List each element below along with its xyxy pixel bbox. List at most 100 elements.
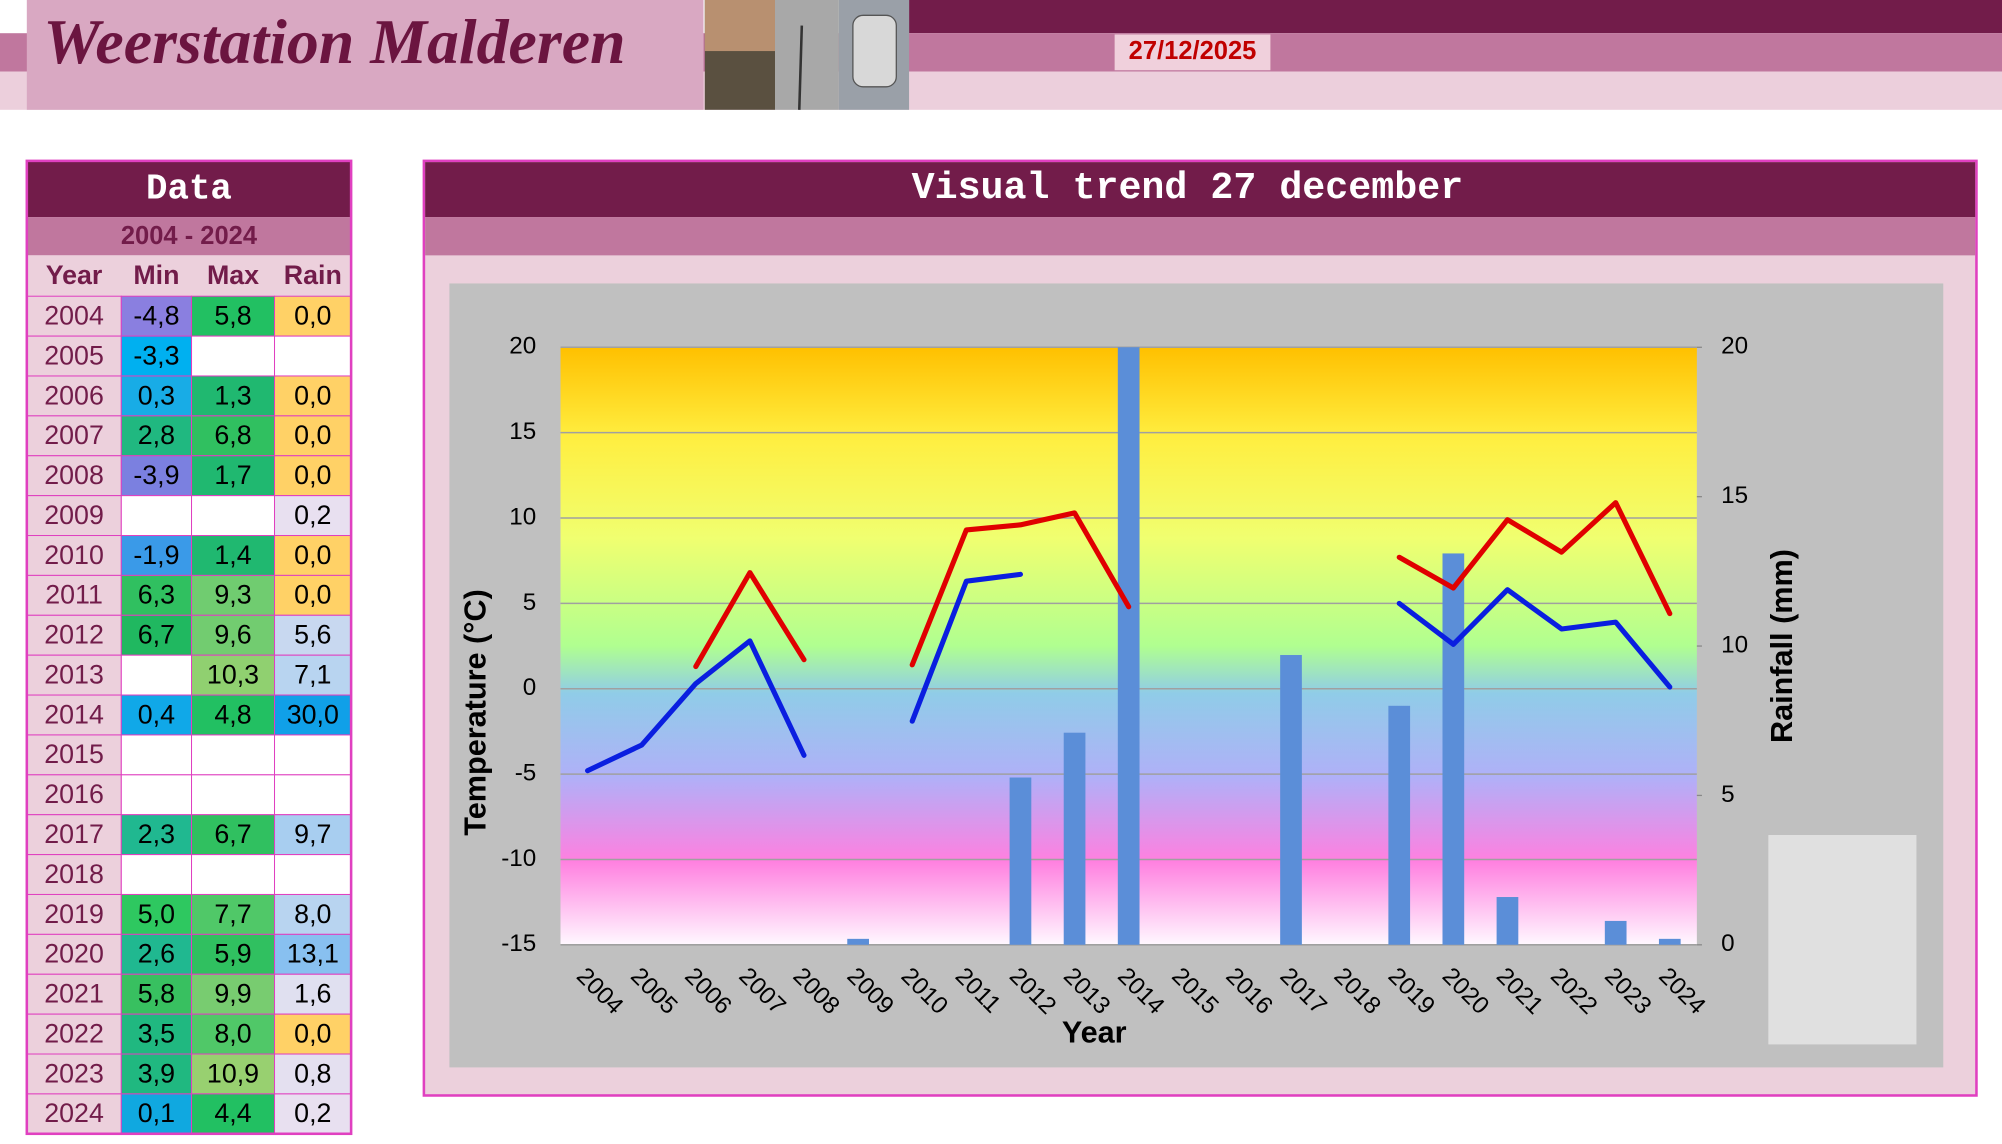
table-cell [26, 893, 122, 935]
value-cell: 2,3 [138, 819, 175, 849]
value-cell: 6,8 [214, 420, 251, 450]
table-title-bar [26, 160, 352, 218]
table-subtitle-bar [26, 217, 352, 256]
chart-title-bar [425, 162, 1976, 218]
column-header-row [26, 255, 352, 297]
year-cell: 2013 [44, 659, 104, 689]
bar [1063, 732, 1086, 945]
y-tick-label: -10 [501, 845, 536, 872]
year-cell: 2020 [44, 939, 104, 969]
table-cell [120, 694, 193, 736]
header-band [909, 0, 2002, 34]
value-cell: 0,0 [294, 420, 331, 450]
table-cell [120, 814, 193, 856]
table-cell [26, 814, 122, 856]
value-cell: 30,0 [287, 699, 339, 729]
table-cell [26, 614, 122, 656]
table-cell [120, 495, 193, 537]
table-cell [191, 973, 276, 1015]
year-cell: 2011 [45, 580, 103, 610]
site-title: Weerstation Malderen [43, 6, 625, 77]
table-cell [191, 295, 276, 337]
table-cell [273, 734, 352, 776]
bar [1442, 553, 1465, 945]
year-cell: 2009 [44, 500, 104, 530]
table-cell [120, 654, 193, 696]
table-cell [120, 455, 193, 497]
column-header: Year [46, 260, 103, 290]
value-cell: 0,4 [138, 699, 175, 729]
table-cell [191, 495, 276, 537]
value-cell: 8,0 [294, 899, 331, 929]
y2-tick-label: 0 [1721, 930, 1735, 957]
chart-subbar [425, 217, 1976, 256]
photo [775, 0, 839, 110]
table-cell [120, 415, 193, 457]
table-cell [273, 335, 352, 377]
table-cell [26, 774, 122, 816]
value-cell: 0,0 [294, 580, 331, 610]
line [1396, 500, 1673, 617]
value-cell: 1,3 [214, 380, 251, 410]
table-cell [273, 415, 352, 457]
table-cell [273, 375, 352, 417]
table-cell [191, 1093, 276, 1135]
value-cell: -1,9 [133, 540, 179, 570]
value-cell: 2,8 [138, 420, 175, 450]
y-tick-label: -15 [501, 930, 536, 957]
column-header: Rain [284, 260, 342, 290]
table-cell [191, 1053, 276, 1095]
table-cell [120, 1013, 193, 1055]
value-cell: 7,7 [214, 899, 251, 929]
y-axis-title: Temperature (°C) [459, 589, 493, 836]
table-cell [26, 1053, 122, 1095]
year-cell: 2024 [44, 1098, 104, 1128]
value-cell: 6,7 [214, 819, 251, 849]
date: 27/12/2025 [1129, 37, 1257, 65]
value-cell: 8,0 [214, 1018, 251, 1048]
value-cell: 7,1 [294, 659, 331, 689]
value-cell: 6,3 [138, 580, 175, 610]
table-cell [273, 694, 352, 736]
bar [847, 938, 869, 945]
table-cell [26, 295, 122, 337]
year-cell: 2014 [44, 699, 104, 729]
line [909, 571, 1024, 724]
value-cell: 4,8 [214, 699, 251, 729]
y-tick-label: 5 [523, 589, 537, 616]
value-cell: 0,0 [294, 460, 331, 490]
table-cell [120, 893, 193, 935]
value-cell: 0,0 [294, 1018, 331, 1048]
year-cell: 2021 [44, 979, 104, 1009]
line [693, 570, 807, 670]
year-cell: 2005 [44, 340, 104, 370]
year-cell: 2019 [44, 899, 104, 929]
title-box [26, 0, 704, 110]
value-cell: 0,8 [294, 1058, 331, 1088]
table-cell [26, 335, 122, 377]
table-cell [273, 654, 352, 696]
legend [1768, 835, 1917, 1045]
value-cell: 5,6 [294, 620, 331, 650]
year-cell: 2018 [44, 859, 104, 889]
table-cell [26, 654, 122, 696]
table-cell [273, 614, 352, 656]
table-title: Data [146, 168, 232, 209]
year-cell: 2022 [44, 1018, 104, 1048]
value-cell: 1,6 [294, 979, 331, 1009]
year-cell: 2010 [44, 540, 104, 570]
photo [797, 25, 804, 110]
table-cell [273, 495, 352, 537]
column-header: Max [207, 260, 259, 290]
table-cell [26, 854, 122, 895]
value-cell: 5,8 [214, 301, 251, 331]
value-cell: 3,5 [138, 1018, 175, 1048]
value-cell: -4,8 [133, 301, 179, 331]
table-cell [120, 854, 193, 895]
table-cell [191, 734, 276, 776]
y2-axis-title: Rainfall (mm) [1765, 549, 1799, 743]
y-tick-label: 10 [509, 503, 536, 530]
y2-tick-label: 15 [1721, 482, 1748, 509]
